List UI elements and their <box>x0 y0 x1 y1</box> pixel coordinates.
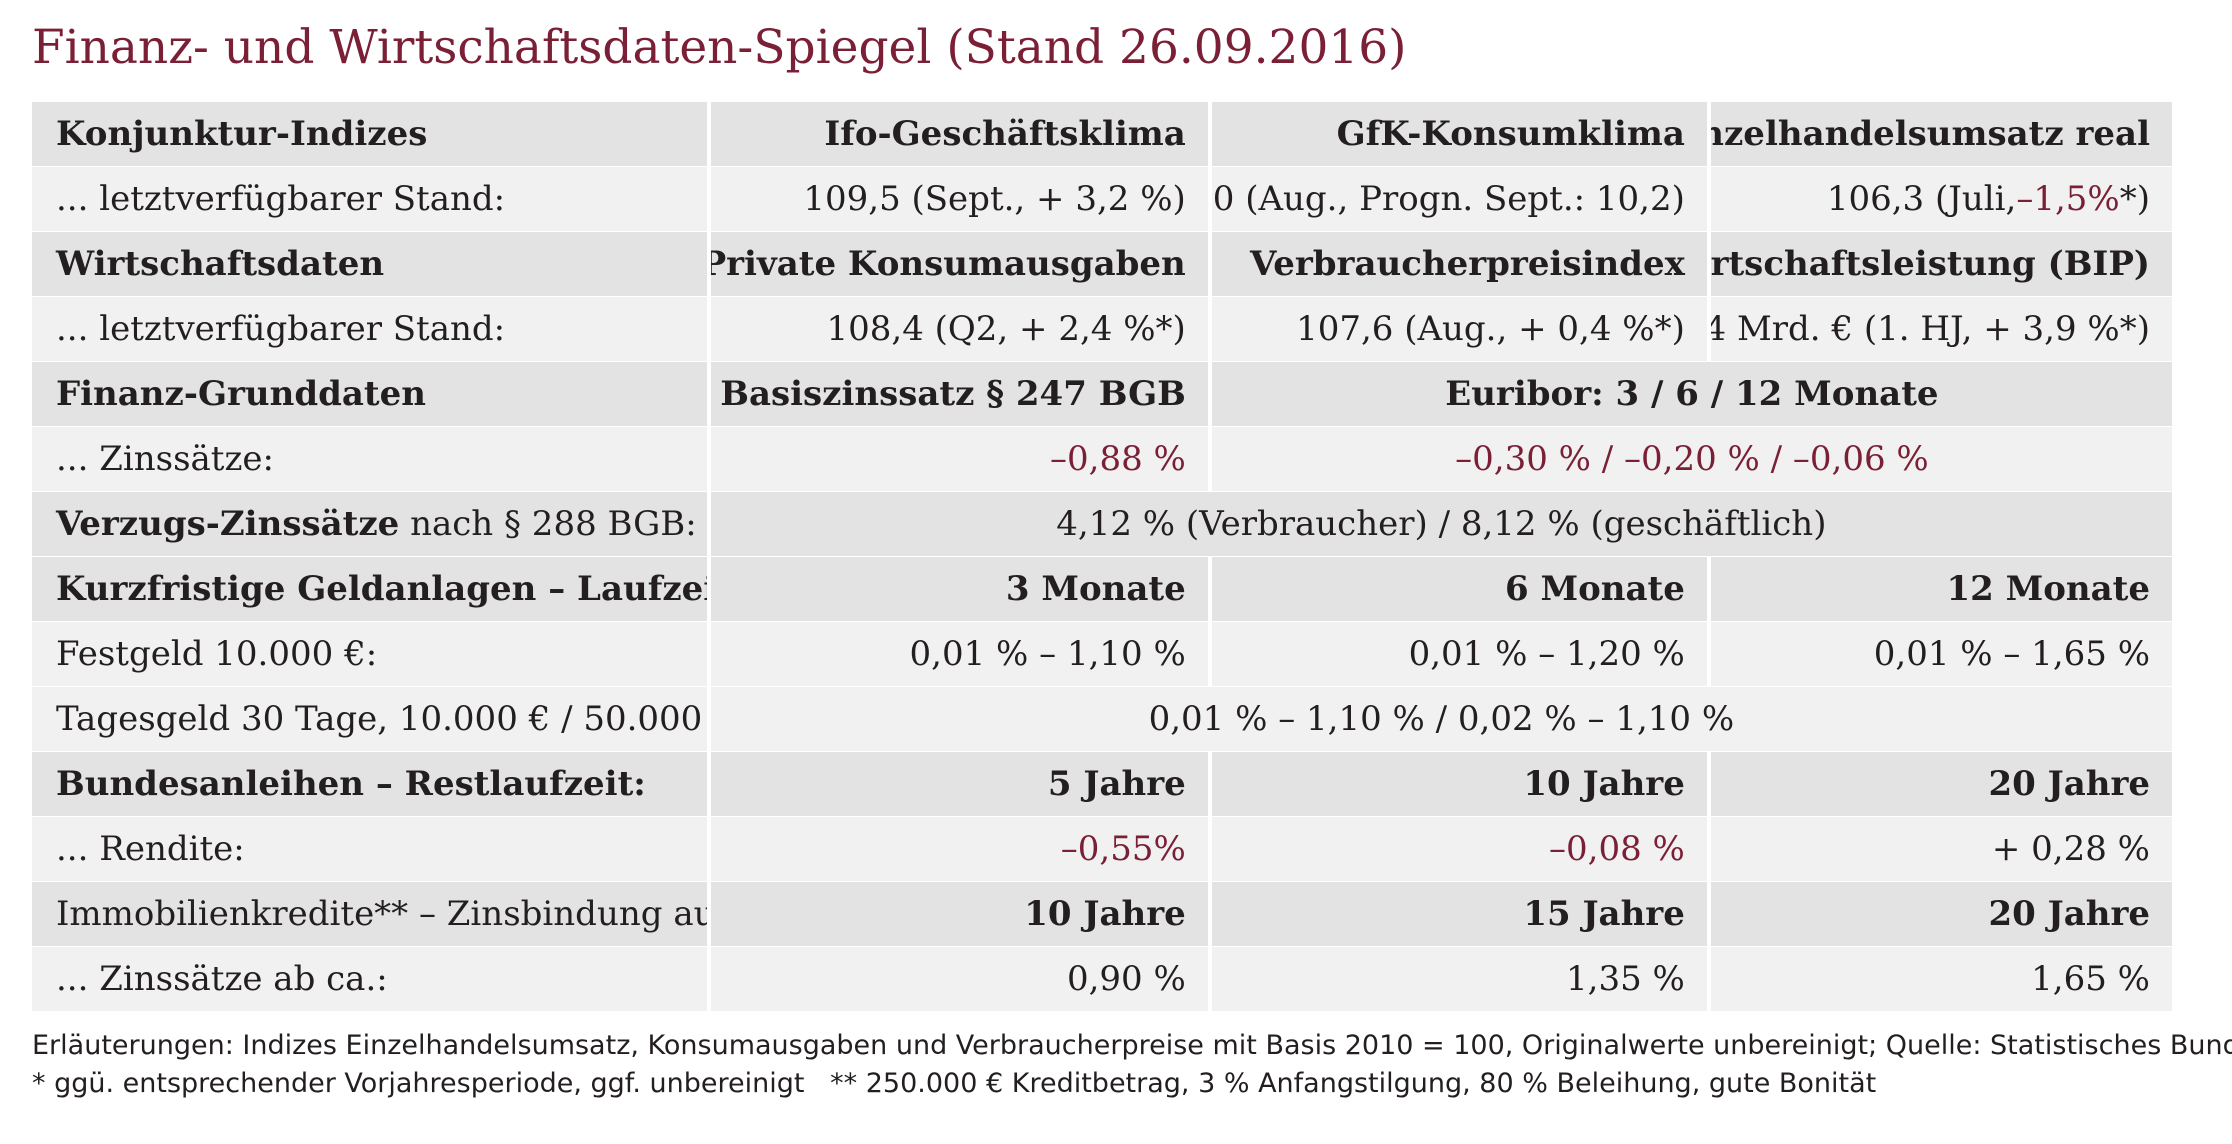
column-header: 10 Jahre <box>710 882 1208 946</box>
table-cell: 108,4 (Q2, + 2,4 %*) <box>710 297 1208 361</box>
section-label: Finanz-Grunddaten <box>32 362 707 426</box>
row-label: Tagesgeld 30 Tage, 10.000 € / 50.000 €: <box>32 687 707 751</box>
row-label: Festgeld 10.000 €: <box>32 622 707 686</box>
table-cell: 107,6 (Aug., + 0,4 %*) <box>1211 297 1707 361</box>
table-row: ... Zinssätze: –0,88 % –0,30 % / –0,20 %… <box>32 427 2172 491</box>
table-row: ... Zinssätze ab ca.: 0,90 % 1,35 % 1,65… <box>32 947 2172 1011</box>
column-header: 20 Jahre <box>1710 752 2172 816</box>
column-header: Verbraucherpreisindex <box>1211 232 1707 296</box>
table-row: Immobilienkredite** – Zinsbindung auf ..… <box>32 882 2172 946</box>
table-cell: 1,35 % <box>1211 947 1707 1011</box>
column-header: 12 Monate <box>1710 557 2172 621</box>
column-header: Private Konsumausgaben <box>710 232 1208 296</box>
table-row: Konjunktur-Indizes Ifo-Geschäftsklima Gf… <box>32 102 2172 166</box>
table-row: Tagesgeld 30 Tage, 10.000 € / 50.000 €: … <box>32 687 2172 751</box>
cell-text: 106,3 (Juli, <box>1826 179 2017 219</box>
section-label: Konjunktur-Indizes <box>32 102 707 166</box>
table-cell: 4,12 % (Verbraucher) / 8,12 % (geschäftl… <box>710 492 2172 556</box>
section-label: Wirtschaftsdaten <box>32 232 707 296</box>
table-row: Bundesanleihen – Restlaufzeit: 5 Jahre 1… <box>32 752 2172 816</box>
column-header: 20 Jahre <box>1710 882 2172 946</box>
table-row: Finanz-Grunddaten Basiszinssatz § 247 BG… <box>32 362 2172 426</box>
row-label: ... Zinssätze ab ca.: <box>32 947 707 1011</box>
table-cell: 0,01 % – 1,10 % <box>710 622 1208 686</box>
negative-value: –1,5% <box>2016 179 2120 219</box>
column-header: Wirtschaftsleistung (BIP) <box>1710 232 2172 296</box>
negative-value: –0,30 % / –0,20 % / –0,06 % <box>1211 427 2172 491</box>
footnote-explanation: Erläuterungen: Indizes Einzelhandelsumsa… <box>32 1030 2232 1061</box>
table-cell: 109,5 (Sept., + 3,2 %) <box>710 167 1208 231</box>
finance-table: Konjunktur-Indizes Ifo-Geschäftsklima Gf… <box>32 102 2172 1012</box>
table-cell: 0,01 % – 1,10 % / 0,02 % – 1,10 % <box>710 687 2172 751</box>
column-header: Euribor: 3 / 6 / 12 Monate <box>1211 362 2172 426</box>
negative-value: –0,88 % <box>710 427 1208 491</box>
table-cell: 0,90 % <box>710 947 1208 1011</box>
footnote-stars: * ggü. entsprechender Vorjahresperiode, … <box>32 1068 1877 1099</box>
row-label: ... Rendite: <box>32 817 707 881</box>
table-cell: 0,01 % – 1,20 % <box>1211 622 1707 686</box>
column-header: 6 Monate <box>1211 557 1707 621</box>
row-label: Verzugs-Zinssätze nach § 288 BGB: <box>32 492 707 556</box>
row-label: Immobilienkredite** – Zinsbindung auf ..… <box>32 882 707 946</box>
negative-value: –0,55% <box>710 817 1208 881</box>
table-cell: 1544 Mrd. € (1. HJ, + 3,9 %*) <box>1710 297 2172 361</box>
row-label: ... letztverfügbarer Stand: <box>32 297 707 361</box>
column-header: 15 Jahre <box>1211 882 1707 946</box>
table-row: Kurzfristige Geldanlagen – Laufzeit: 3 M… <box>32 557 2172 621</box>
table-cell: 0,01 % – 1,65 % <box>1710 622 2172 686</box>
row-label: ... letztverfügbarer Stand: <box>32 167 707 231</box>
table-row: Festgeld 10.000 €: 0,01 % – 1,10 % 0,01 … <box>32 622 2172 686</box>
table-row: ... Rendite: –0,55% –0,08 % + 0,28 % <box>32 817 2172 881</box>
column-header: Einzelhandelsumsatz real <box>1710 102 2172 166</box>
table-row: ... letztverfügbarer Stand: 109,5 (Sept.… <box>32 167 2172 231</box>
negative-value: –0,08 % <box>1211 817 1707 881</box>
row-label-bold: Verzugs-Zinssätze <box>56 504 400 544</box>
table-row: ... letztverfügbarer Stand: 108,4 (Q2, +… <box>32 297 2172 361</box>
section-label: Bundesanleihen – Restlaufzeit: <box>32 752 707 816</box>
column-header: 5 Jahre <box>710 752 1208 816</box>
table-cell: 1,65 % <box>1710 947 2172 1011</box>
column-header: Basiszinssatz § 247 BGB <box>710 362 1208 426</box>
table-row: Wirtschaftsdaten Private Konsumausgaben … <box>32 232 2172 296</box>
page-title: Finanz- und Wirtschaftsdaten-Spiegel (St… <box>32 20 1407 75</box>
column-header: Ifo-Geschäftsklima <box>710 102 1208 166</box>
column-header: 3 Monate <box>710 557 1208 621</box>
table-cell: + 0,28 % <box>1710 817 2172 881</box>
row-label: ... Zinssätze: <box>32 427 707 491</box>
cell-text: *) <box>2119 179 2150 219</box>
table-row: Verzugs-Zinssätze nach § 288 BGB: 4,12 %… <box>32 492 2172 556</box>
table-cell: 106,3 (Juli, –1,5% *) <box>1710 167 2172 231</box>
row-label-rest: nach § 288 BGB: <box>399 504 697 544</box>
table-cell: 10,0 (Aug., Progn. Sept.: 10,2) <box>1211 167 1707 231</box>
column-header: 10 Jahre <box>1211 752 1707 816</box>
section-label: Kurzfristige Geldanlagen – Laufzeit: <box>32 557 707 621</box>
column-header: GfK-Konsumklima <box>1211 102 1707 166</box>
